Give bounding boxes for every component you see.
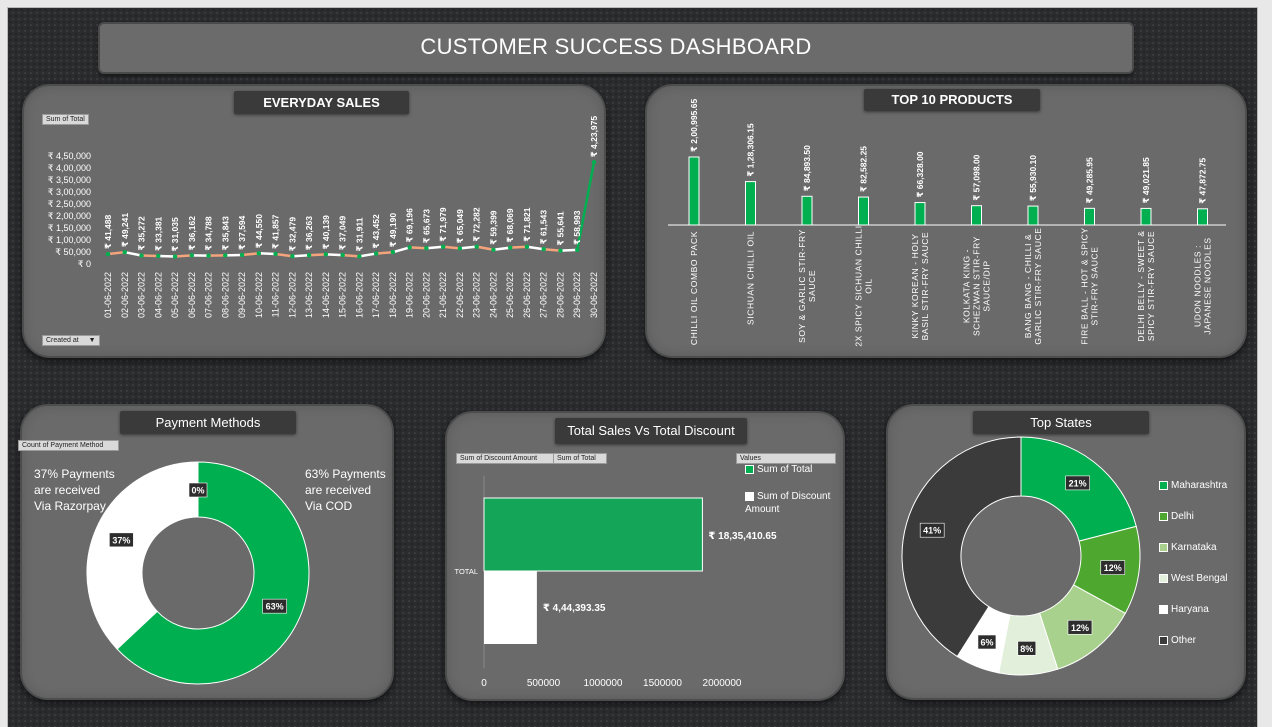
cod-note-line: are received xyxy=(305,483,372,497)
state-legend-label: Other xyxy=(1171,635,1197,646)
state-legend-item: Maharashtra xyxy=(1159,480,1227,491)
state-legend-label: Haryana xyxy=(1171,604,1209,615)
sales-discount-title: Total Sales Vs Total Discount xyxy=(555,418,747,444)
legend-swatch-icon xyxy=(1159,542,1168,552)
created-at-filter-label: Created at xyxy=(46,337,79,344)
legend-swatch-icon xyxy=(1159,573,1168,583)
legend-swatch-icon xyxy=(1159,511,1168,521)
state-legend-item: Karnataka xyxy=(1159,542,1217,553)
legend-swatch-icon xyxy=(1159,480,1168,490)
legend-swatch-icon xyxy=(1159,604,1168,614)
cod-note-line: 63% Payments xyxy=(305,467,386,481)
payment-methods-title: Payment Methods xyxy=(120,411,296,434)
created-at-filter-button[interactable]: Created at ▼ xyxy=(42,335,100,346)
legend-swatch-icon xyxy=(1159,635,1168,645)
state-legend-item: Delhi xyxy=(1159,511,1194,522)
top-states-title: Top States xyxy=(973,411,1149,434)
razorpay-note-line: Via Razorpay xyxy=(34,499,106,513)
sum-of-total-field-button[interactable]: Sum of Total xyxy=(42,114,89,125)
dropdown-arrow-icon: ▼ xyxy=(88,337,96,344)
legend-sum-of-discount: Sum of Discount Amount xyxy=(745,490,835,516)
state-legend-item: Other xyxy=(1159,635,1196,646)
dashboard-title: CUSTOMER SUCCESS DASHBOARD xyxy=(98,22,1134,74)
sum-of-total-field-button-2[interactable]: Sum of Total xyxy=(553,453,607,464)
state-legend-label: Maharashtra xyxy=(1171,480,1228,491)
state-legend-label: Karnataka xyxy=(1171,542,1217,553)
legend-label: Sum of Discount Amount xyxy=(745,491,831,515)
state-legend-item: West Bengal xyxy=(1159,573,1228,584)
everyday-sales-panel xyxy=(22,84,606,358)
everyday-sales-title: EVERYDAY SALES xyxy=(234,91,409,114)
values-field-button[interactable]: Values xyxy=(736,453,836,464)
legend-sum-of-total: Sum of Total xyxy=(745,464,812,475)
legend-label: Sum of Total xyxy=(757,464,813,475)
sheet-row-header xyxy=(0,7,8,727)
state-legend-label: West Bengal xyxy=(1171,573,1228,584)
sum-of-discount-field-button[interactable]: Sum of Discount Amount xyxy=(456,453,556,464)
top-products-panel xyxy=(645,84,1247,358)
cod-note: 63% Payments are received Via COD xyxy=(305,466,386,514)
sheet-column-header xyxy=(0,0,1272,8)
cod-note-line: Via COD xyxy=(305,499,353,513)
razorpay-note-line: 37% Payments xyxy=(34,467,115,481)
count-of-payment-method-field-button[interactable]: Count of Payment Method xyxy=(18,440,119,451)
state-legend-item: Haryana xyxy=(1159,604,1209,615)
state-legend-label: Delhi xyxy=(1171,511,1194,522)
legend-swatch-icon xyxy=(745,491,754,501)
razorpay-note: 37% Payments are received Via Razorpay xyxy=(34,466,115,514)
top-products-title: TOP 10 PRODUCTS xyxy=(864,89,1040,111)
sheet-scrollbar[interactable] xyxy=(1257,7,1272,727)
legend-swatch-icon xyxy=(745,464,754,474)
razorpay-note-line: are received xyxy=(34,483,101,497)
